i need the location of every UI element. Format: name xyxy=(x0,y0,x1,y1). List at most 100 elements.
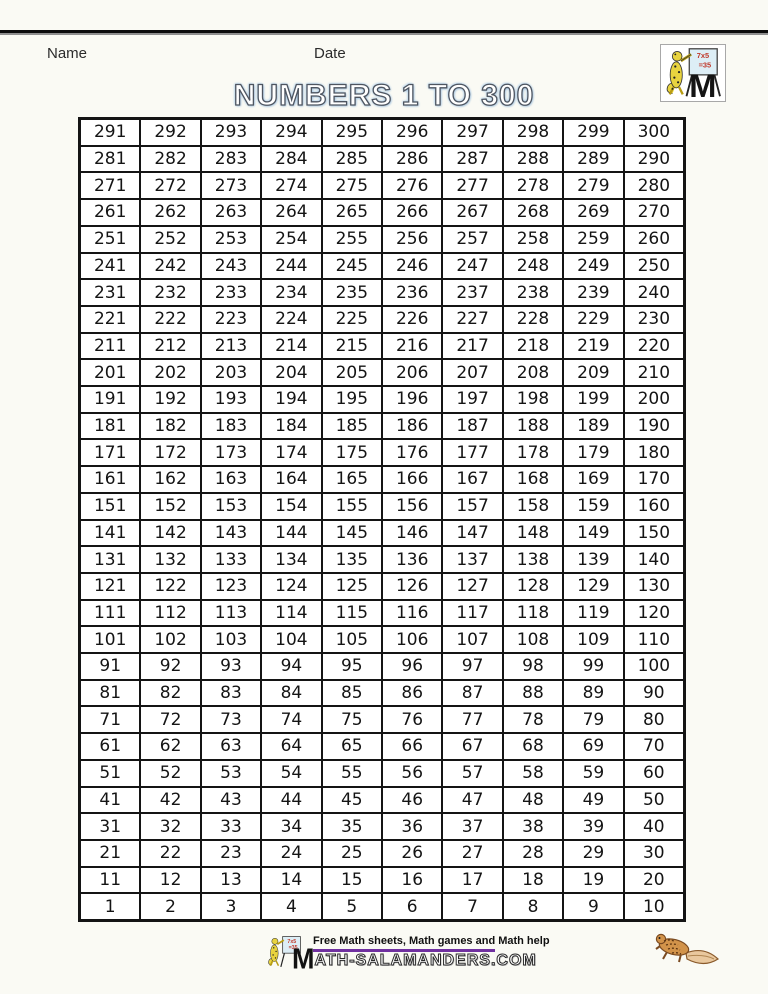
grid-cell: 77 xyxy=(442,706,503,734)
grid-cell: 104 xyxy=(261,626,322,653)
grid-cell: 23 xyxy=(200,839,262,867)
grid-cell: 263 xyxy=(200,199,262,226)
grid-cell: 33 xyxy=(200,813,262,840)
grid-cell: 34 xyxy=(261,813,322,840)
grid-cell: 59 xyxy=(563,759,624,787)
grid-cell: 258 xyxy=(502,225,564,253)
grid-cell: 293 xyxy=(200,119,262,146)
grid-cell: 205 xyxy=(321,359,382,386)
header-rule-black xyxy=(0,30,768,33)
grid-cell: 123 xyxy=(200,572,262,600)
grid-cell: 74 xyxy=(261,706,322,734)
grid-cell: 61 xyxy=(80,733,141,760)
grid-cell: 140 xyxy=(623,546,684,573)
grid-cell: 210 xyxy=(623,359,684,386)
grid-cell: 36 xyxy=(382,813,443,840)
grid-cell: 130 xyxy=(623,572,684,600)
grid-cell: 184 xyxy=(261,412,322,440)
grid-cell: 2 xyxy=(140,893,201,920)
grid-cell: 196 xyxy=(382,386,443,413)
grid-cell: 250 xyxy=(623,252,684,280)
grid-cell: 201 xyxy=(80,359,141,386)
grid-cell: 203 xyxy=(200,359,262,386)
header-rule-gray xyxy=(0,33,768,35)
grid-cell: 212 xyxy=(140,332,201,360)
grid-cell: 82 xyxy=(140,679,201,707)
grid-cell: 157 xyxy=(442,492,503,520)
grid-cell: 279 xyxy=(563,172,624,200)
grid-cell: 5 xyxy=(321,893,382,920)
site-name-m: M xyxy=(292,943,315,975)
grid-cell: 31 xyxy=(80,813,141,840)
grid-cell: 142 xyxy=(140,519,201,547)
grid-cell: 43 xyxy=(200,786,262,814)
grid-cell: 28 xyxy=(502,839,564,867)
grid-cell: 244 xyxy=(261,252,322,280)
grid-cell: 299 xyxy=(563,119,624,146)
grid-cell: 289 xyxy=(563,145,624,173)
grid-cell: 161 xyxy=(80,466,141,493)
grid-cell: 209 xyxy=(563,359,624,386)
grid-cell: 296 xyxy=(382,119,443,146)
grid-cell: 8 xyxy=(502,893,564,920)
grid-cell: 129 xyxy=(563,572,624,600)
grid-cell: 276 xyxy=(382,172,443,200)
grid-cell: 135 xyxy=(321,546,382,573)
grid-cell: 73 xyxy=(200,706,262,734)
grid-cell: 248 xyxy=(502,252,564,280)
grid-cell: 287 xyxy=(442,145,503,173)
svg-text:7x5: 7x5 xyxy=(287,939,296,945)
grid-cell: 98 xyxy=(502,653,564,680)
grid-cell: 189 xyxy=(563,412,624,440)
grid-cell: 216 xyxy=(382,332,443,360)
grid-cell: 24 xyxy=(261,839,322,867)
salamander-easel-icon-small: 7x5 =35 xyxy=(268,936,303,967)
grid-cell: 65 xyxy=(321,733,382,760)
grid-cell: 64 xyxy=(261,733,322,760)
grid-cell: 267 xyxy=(442,199,503,226)
grid-cell: 48 xyxy=(502,786,564,814)
grid-cell: 147 xyxy=(442,519,503,547)
grid-cell: 38 xyxy=(502,813,564,840)
grid-cell: 96 xyxy=(382,653,443,680)
grid-cell: 49 xyxy=(563,786,624,814)
grid-cell: 14 xyxy=(261,866,322,894)
grid-cell: 195 xyxy=(321,386,382,413)
grid-cell: 183 xyxy=(200,412,262,440)
svg-text:M: M xyxy=(689,68,716,100)
grid-cell: 21 xyxy=(80,839,141,867)
grid-cell: 272 xyxy=(140,172,201,200)
grid-cell: 178 xyxy=(502,439,564,467)
grid-cell: 265 xyxy=(321,199,382,226)
grid-cell: 156 xyxy=(382,492,443,520)
grid-cell: 47 xyxy=(442,786,503,814)
date-label: Date xyxy=(314,45,346,62)
grid-cell: 110 xyxy=(623,626,684,653)
grid-cell: 224 xyxy=(261,305,322,333)
grid-cell: 275 xyxy=(321,172,382,200)
grid-cell: 297 xyxy=(442,119,503,146)
grid-cell: 217 xyxy=(442,332,503,360)
grid-cell: 262 xyxy=(140,199,201,226)
grid-cell: 278 xyxy=(502,172,564,200)
grid-cell: 283 xyxy=(200,145,262,173)
grid-cell: 176 xyxy=(382,439,443,467)
grid-cell: 238 xyxy=(502,279,564,306)
grid-cell: 163 xyxy=(200,466,262,493)
grid-cell: 180 xyxy=(623,439,684,467)
svg-text:7x5: 7x5 xyxy=(697,51,709,60)
grid-cell: 151 xyxy=(80,492,141,520)
grid-cell: 102 xyxy=(140,626,201,653)
grid-cell: 256 xyxy=(382,225,443,253)
grid-cell: 9 xyxy=(563,893,624,920)
grid-cell: 239 xyxy=(563,279,624,306)
grid-cell: 236 xyxy=(382,279,443,306)
grid-cell: 171 xyxy=(80,439,141,467)
grid-cell: 116 xyxy=(382,599,443,627)
grid-cell: 46 xyxy=(382,786,443,814)
grid-cell: 158 xyxy=(502,492,564,520)
grid-cell: 294 xyxy=(261,119,322,146)
grid-cell: 71 xyxy=(80,706,141,734)
grid-cell: 19 xyxy=(563,866,624,894)
grid-cell: 26 xyxy=(382,839,443,867)
